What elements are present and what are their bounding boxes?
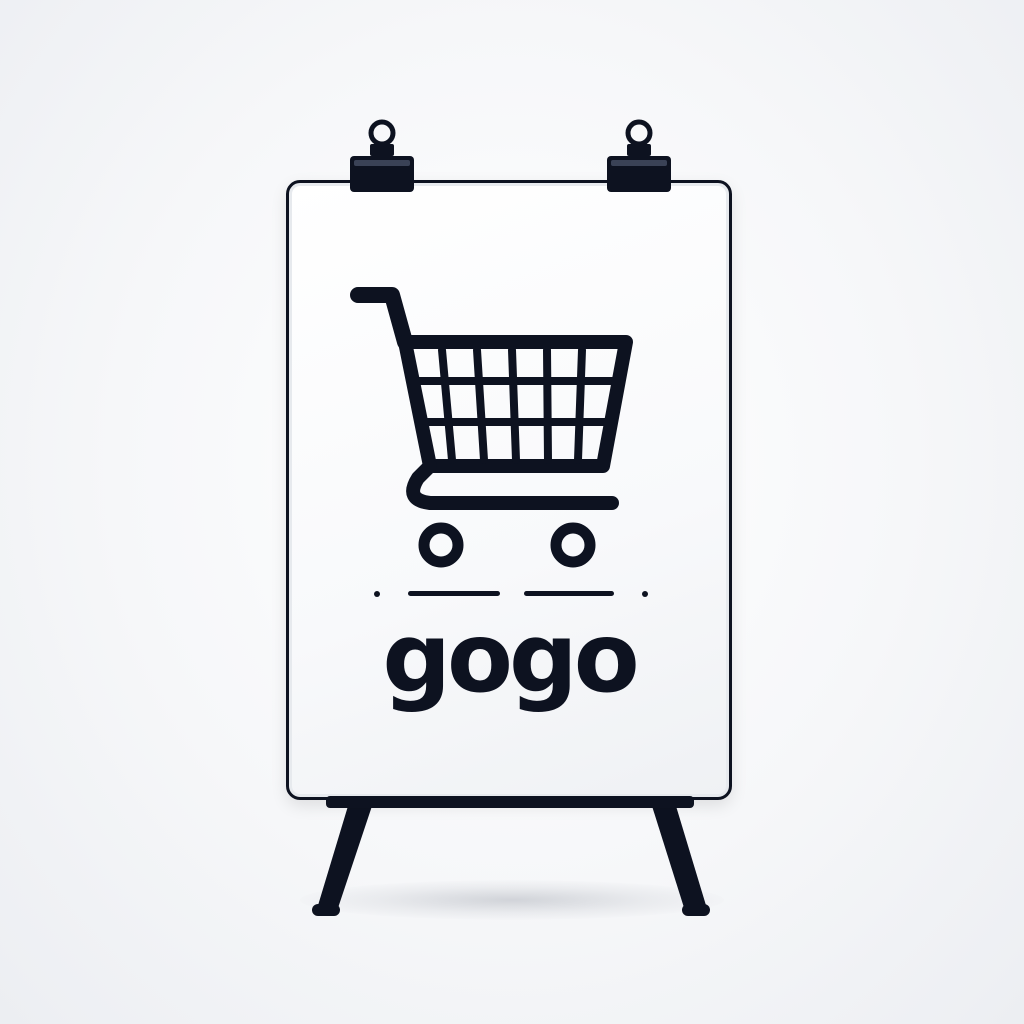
brand-wordmark: gogo <box>382 602 639 714</box>
right-binder-clip-icon <box>607 119 671 192</box>
shopping-cart-icon <box>350 287 633 568</box>
left-leg-foot <box>312 904 340 916</box>
decorative-dashes <box>374 591 648 597</box>
sign-board <box>286 180 732 800</box>
left-easel-leg <box>316 806 372 914</box>
right-leg-foot <box>682 904 710 916</box>
left-binder-clip-icon <box>350 119 414 192</box>
right-easel-leg <box>652 806 708 914</box>
board-bottom-rail <box>326 796 694 808</box>
floor-shadow <box>300 880 724 920</box>
